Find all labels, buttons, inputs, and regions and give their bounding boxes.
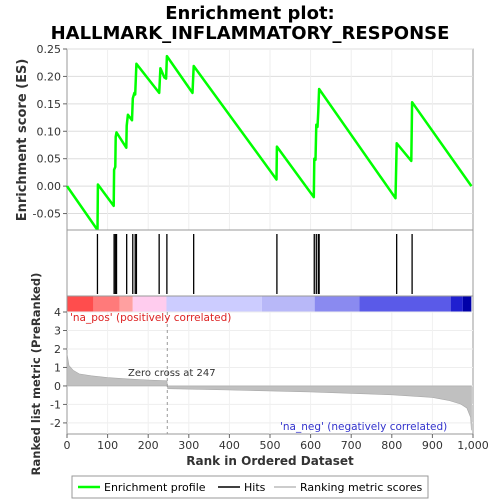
chart-title-line2: HALLMARK_INFLAMMATORY_RESPONSE: [51, 23, 450, 44]
legend-label-hits: Hits: [244, 481, 266, 494]
es-y-tick-label: 0.00: [37, 180, 62, 193]
enrichment-profile-line: [65, 54, 473, 232]
es-y-ticks: -0.05 0.00 0.05 0.10 0.15 0.20 0.25: [33, 43, 67, 221]
heatmap-segment: [261, 296, 315, 312]
x-tick-label: 600: [300, 439, 321, 452]
es-y-tick-label: 0.05: [37, 153, 62, 166]
metric-y-tick-label: -1: [50, 398, 61, 411]
zero-cross-label: Zero cross at 247: [128, 368, 216, 379]
chart-title-line1: Enrichment plot:: [165, 3, 335, 24]
x-tick-label: 0: [64, 439, 71, 452]
heatmap-segment: [119, 296, 133, 312]
metric-panel: -2 -1 0 1 2 3 4 Zero cross at 247 'na_pos' (po…: [29, 273, 474, 476]
heatmap-segment: [450, 296, 463, 312]
es-y-axis-label: Enrichment score (ES): [15, 59, 30, 222]
x-tick-label: 500: [260, 439, 281, 452]
ranking-metric-area: [66, 353, 472, 431]
legend-label-enrichment-profile: Enrichment profile: [104, 481, 206, 494]
es-y-tick-label: 0.15: [37, 98, 62, 111]
heatmap-segment: [67, 296, 94, 312]
x-tick-label: 100: [97, 439, 118, 452]
heatmap-segment: [93, 296, 120, 312]
x-axis-label: Rank in Ordered Dataset: [186, 454, 354, 468]
heatmap-segment: [462, 296, 472, 312]
metric-y-ticks: -2 -1 0 1 2 3 4: [50, 306, 67, 430]
metric-y-tick-label: 1: [54, 361, 61, 374]
es-y-tick-label: 0.25: [37, 43, 62, 56]
es-y-tick-label: 0.10: [37, 125, 62, 138]
es-y-tick-label: -0.05: [33, 208, 61, 221]
negative-correlation-label: 'na_neg' (negatively correlated): [280, 421, 447, 433]
ranking-heatmap-bar: [66, 295, 474, 313]
x-tick-label: 800: [381, 439, 402, 452]
metric-y-tick-label: 0: [54, 380, 61, 393]
es-panel: -0.05 0.00 0.05 0.10 0.15 0.20 0.25 Enrichment…: [15, 43, 474, 232]
es-y-tick-label: 0.20: [37, 70, 62, 83]
hits-panel: [66, 229, 474, 297]
x-tick-label: 1,000: [457, 439, 489, 452]
legend: Enrichment profile Hits Ranking metric s…: [71, 475, 429, 499]
metric-y-tick-label: -2: [50, 417, 61, 430]
positive-correlation-label: 'na_pos' (positively correlated): [70, 312, 231, 324]
x-tick-label: 200: [138, 439, 159, 452]
metric-y-tick-label: 4: [54, 306, 61, 319]
legend-frame: [71, 475, 429, 499]
x-axis-ticks: 0 100 200 300 400 500 600 700 800 900 1,000: [64, 434, 489, 452]
x-tick-label: 400: [219, 439, 240, 452]
hit-markers: [96, 234, 413, 294]
legend-label-ranking-metric: Ranking metric scores: [300, 481, 422, 494]
heatmap-segment: [132, 296, 167, 312]
x-tick-label: 700: [341, 439, 362, 452]
metric-gridlines: [67, 311, 473, 434]
heatmap-segment: [359, 296, 451, 312]
x-tick-label: 900: [422, 439, 443, 452]
x-tick-label: 300: [178, 439, 199, 452]
metric-y-tick-label: 3: [54, 324, 61, 337]
metric-y-axis-label: Ranked list metric (PreRanked): [29, 273, 43, 476]
heatmap-segment: [166, 296, 262, 312]
metric-y-tick-label: 2: [54, 343, 61, 356]
heatmap-segment: [314, 296, 360, 312]
heatmap-segments: [67, 296, 472, 312]
